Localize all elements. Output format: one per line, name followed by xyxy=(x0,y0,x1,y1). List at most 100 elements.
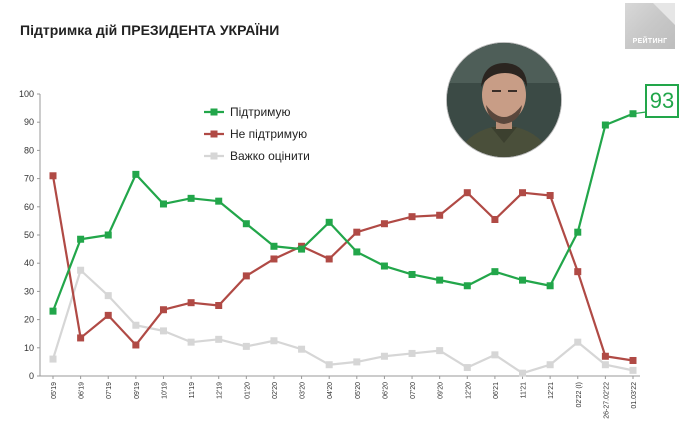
data-point xyxy=(436,211,444,219)
y-tick-label: 70 xyxy=(24,174,34,184)
data-point xyxy=(298,245,306,253)
data-point xyxy=(353,358,361,366)
x-tick-label: 09'19 xyxy=(134,382,141,399)
data-point xyxy=(132,321,140,329)
data-point xyxy=(270,337,278,345)
x-tick-label: 26-27.02'22 xyxy=(603,382,610,419)
x-tick-label: 11'19 xyxy=(189,382,196,398)
data-point xyxy=(463,364,471,372)
data-point xyxy=(463,282,471,290)
data-point xyxy=(491,215,499,223)
data-point xyxy=(629,366,637,374)
data-point xyxy=(187,338,195,346)
data-point xyxy=(215,302,223,309)
x-tick-label: 05'20 xyxy=(355,382,362,399)
data-point xyxy=(601,361,609,369)
data-point xyxy=(574,228,582,236)
data-point xyxy=(353,248,361,256)
data-point xyxy=(270,255,278,263)
x-tick-label: 07'20 xyxy=(410,382,417,399)
series-line xyxy=(51,175,634,362)
data-point xyxy=(104,231,112,239)
x-tick-label: 03'20 xyxy=(300,382,307,399)
data-point xyxy=(159,200,167,208)
data-point xyxy=(436,347,444,355)
data-point xyxy=(215,335,223,343)
data-point xyxy=(574,268,582,276)
data-point xyxy=(132,170,140,178)
x-tick-label: 04'20 xyxy=(327,382,334,399)
data-point xyxy=(353,228,361,236)
data-point xyxy=(546,192,554,200)
data-point xyxy=(408,270,416,278)
y-tick-label: 100 xyxy=(19,89,34,99)
series-line xyxy=(51,112,634,312)
x-tick-label: 02'20 xyxy=(272,382,279,399)
y-tick-label: 60 xyxy=(24,202,34,212)
page-title: Підтримка дій ПРЕЗИДЕНТА УКРАЇНИ xyxy=(20,22,280,38)
legend-label: Не підтримую xyxy=(230,127,307,141)
data-point xyxy=(380,352,388,360)
y-tick-label: 10 xyxy=(24,343,34,353)
data-point xyxy=(49,307,57,315)
y-tick-label: 0 xyxy=(29,371,34,381)
data-point xyxy=(380,262,388,270)
data-point xyxy=(132,341,140,349)
data-point xyxy=(215,197,223,205)
data-point xyxy=(601,352,609,360)
data-point xyxy=(546,282,554,290)
x-tick-label: 01.03'22 xyxy=(631,382,638,409)
data-point xyxy=(325,361,333,369)
x-tick-label: 06'21 xyxy=(493,382,500,399)
x-tick-label: 06'19 xyxy=(79,382,86,399)
legend-swatch-marker xyxy=(210,108,218,116)
legend-label: Важко оцінити xyxy=(230,149,310,163)
data-point xyxy=(519,369,527,377)
callout-connector xyxy=(632,111,647,115)
data-point xyxy=(104,292,112,300)
data-point xyxy=(546,361,554,369)
data-point xyxy=(77,235,85,243)
latest-value-callout: 93 xyxy=(645,84,679,118)
x-tick-label: 10'19 xyxy=(161,382,168,399)
data-point xyxy=(242,220,250,228)
legend-swatch-marker xyxy=(210,152,218,160)
y-tick-label: 50 xyxy=(24,230,34,240)
x-tick-label: 06'20 xyxy=(382,382,389,399)
data-point xyxy=(49,355,57,363)
data-point xyxy=(436,276,444,284)
data-point xyxy=(49,172,57,180)
legend-label: Підтримую xyxy=(230,105,291,119)
data-point xyxy=(270,242,278,250)
data-point xyxy=(380,220,388,228)
data-point xyxy=(325,255,333,263)
x-tick-label: 01'20 xyxy=(244,382,251,399)
y-tick-label: 40 xyxy=(24,258,34,268)
data-point xyxy=(77,266,85,274)
y-tick-label: 90 xyxy=(24,117,34,127)
data-point xyxy=(298,345,306,353)
data-point xyxy=(104,311,112,319)
data-point xyxy=(159,327,167,335)
x-tick-label: 11'21 xyxy=(521,382,528,398)
data-point xyxy=(187,194,195,202)
rating-logo: РЕЙТИНГ xyxy=(625,3,675,49)
y-tick-label: 80 xyxy=(24,145,34,155)
data-point xyxy=(77,334,85,342)
data-point xyxy=(574,338,582,346)
data-point xyxy=(408,349,416,357)
logo-label: РЕЙТИНГ xyxy=(632,38,668,45)
x-tick-label: 09'20 xyxy=(438,382,445,399)
data-point xyxy=(519,276,527,284)
logo-corner-shape xyxy=(653,3,675,25)
y-tick-label: 30 xyxy=(24,286,34,296)
data-point xyxy=(325,218,333,226)
data-point xyxy=(519,189,527,197)
x-tick-label: 12'19 xyxy=(217,382,224,399)
data-point xyxy=(408,213,416,221)
data-point xyxy=(159,306,167,314)
y-tick-label: 20 xyxy=(24,315,34,325)
data-point xyxy=(242,342,250,350)
data-point xyxy=(242,272,250,280)
